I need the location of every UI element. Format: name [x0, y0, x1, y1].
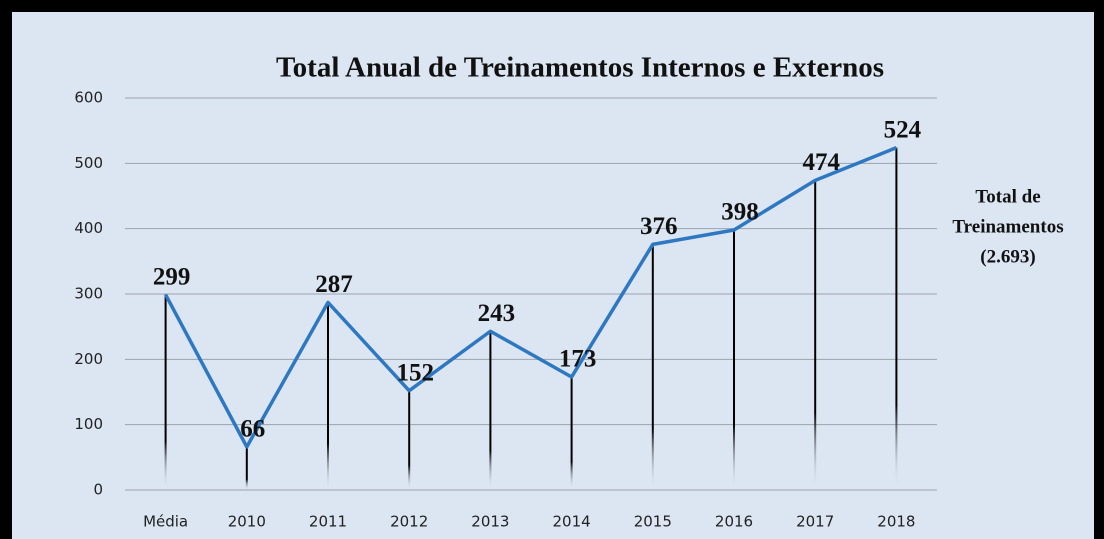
drop-line: [164, 294, 167, 490]
data-label: 524: [884, 116, 922, 143]
y-tick-label: 500: [74, 154, 103, 172]
data-label: 376: [640, 213, 678, 240]
y-tick-label: 600: [74, 89, 103, 107]
drop-line: [245, 446, 248, 490]
annotation: Treinamentos: [952, 216, 1063, 237]
data-label: 66: [240, 416, 265, 443]
x-tick-label: 2018: [877, 513, 915, 531]
data-line: [164, 146, 898, 449]
data-label: 287: [315, 271, 353, 298]
x-tick-label: 2014: [553, 513, 591, 531]
drop-line: [489, 331, 492, 490]
data-label: 299: [153, 263, 191, 290]
x-tick-label: 2012: [390, 513, 428, 531]
x-tick-label: 2015: [634, 513, 672, 531]
x-tick-label: Média: [143, 513, 188, 531]
drop-line: [651, 244, 654, 490]
x-tick-label: 2017: [796, 513, 834, 531]
drop-line: [570, 376, 573, 490]
drop-line: [733, 229, 735, 490]
data-label: 474: [802, 149, 840, 176]
drop-line: [814, 180, 817, 490]
data-label: 243: [478, 300, 516, 327]
y-tick-label: 100: [74, 415, 103, 433]
x-tick-label: 2016: [715, 513, 753, 531]
y-tick-label: 300: [74, 285, 103, 303]
data-label: 152: [396, 359, 434, 386]
chart-title: Total Anual de Treinamentos Internos e E…: [276, 52, 884, 84]
annotation: Total de: [975, 186, 1040, 207]
x-tick-label: 2011: [309, 513, 347, 531]
x-tick-label: 2013: [471, 513, 509, 531]
x-tick-label: 2010: [228, 513, 266, 531]
data-label: 398: [721, 199, 759, 226]
data-label: 173: [559, 346, 597, 373]
drop-line: [327, 302, 329, 490]
annotation: (2.693): [980, 246, 1035, 267]
drop-line: [895, 147, 898, 491]
background: [12, 12, 1094, 539]
y-tick-label: 400: [74, 219, 103, 237]
drop-line: [408, 390, 411, 490]
y-tick-label: 0: [93, 481, 103, 499]
y-tick-label: 200: [74, 350, 103, 368]
